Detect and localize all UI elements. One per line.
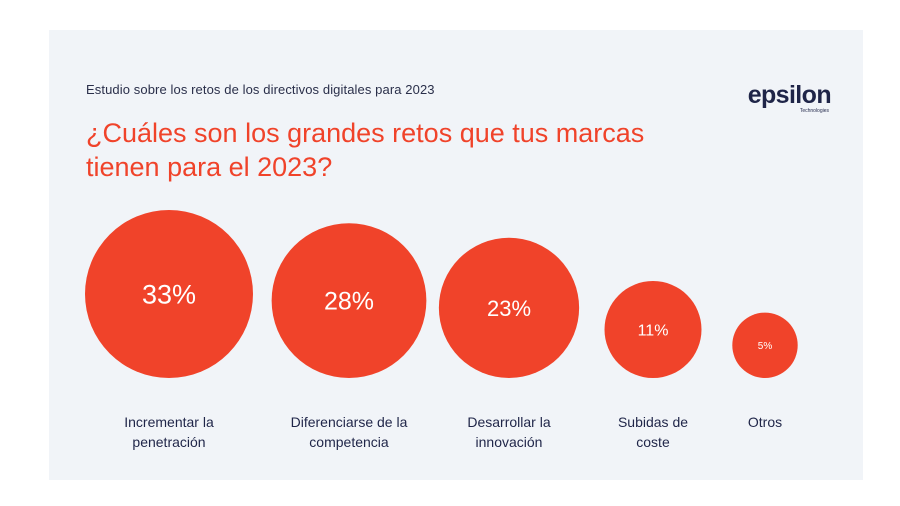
category-label: coste bbox=[636, 434, 670, 450]
bubble-value-label: 33% bbox=[142, 280, 196, 310]
bubble-3 bbox=[438, 237, 580, 378]
bubble-2 bbox=[271, 223, 427, 378]
page-title: ¿Cuáles son los grandes retos que tus ma… bbox=[86, 118, 645, 182]
bubble-4 bbox=[604, 281, 702, 378]
category-label: innovación bbox=[476, 434, 543, 450]
subtitle: Estudio sobre los retos de los directivo… bbox=[86, 82, 435, 97]
category-label: competencia bbox=[309, 434, 389, 450]
bubble-value-label: 5% bbox=[758, 341, 773, 352]
bubble-value-label: 23% bbox=[487, 296, 531, 321]
category-label: Subidas de bbox=[618, 414, 688, 430]
category-label: Incrementar la bbox=[124, 414, 214, 430]
epsilon-logo: epsilon Technologies bbox=[747, 81, 832, 114]
bubble-value-label: 28% bbox=[324, 288, 374, 316]
bubble-5 bbox=[732, 312, 798, 378]
category-label: penetración bbox=[132, 434, 205, 450]
logo-tagline: Technologies bbox=[799, 108, 829, 114]
category-label: Desarrollar la bbox=[467, 414, 550, 430]
bubble-1 bbox=[85, 210, 253, 378]
category-label: Diferenciarse de la bbox=[291, 414, 408, 430]
bubble-value-label: 11% bbox=[638, 322, 669, 339]
category-label: Otros bbox=[748, 414, 782, 430]
logo-wordmark: epsilon bbox=[747, 81, 832, 109]
